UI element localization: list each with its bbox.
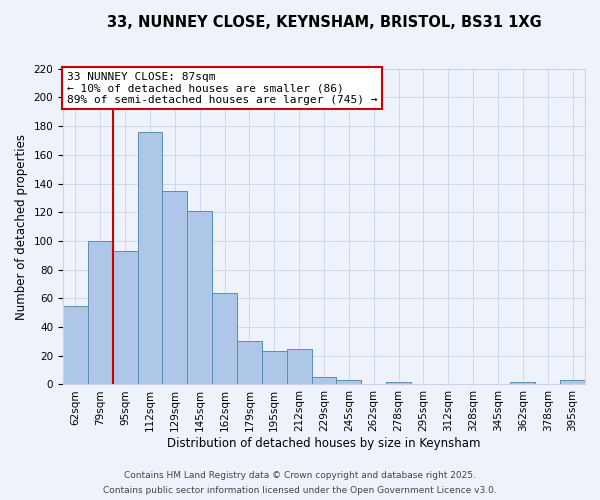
Bar [63, 306, 88, 384]
Text: Contains HM Land Registry data © Crown copyright and database right 2025.: Contains HM Land Registry data © Crown c… [124, 471, 476, 480]
Bar [113, 251, 137, 384]
Bar [137, 132, 163, 384]
Bar [212, 292, 237, 384]
Bar [262, 352, 287, 384]
Bar [237, 342, 262, 384]
Bar [337, 380, 361, 384]
X-axis label: Distribution of detached houses by size in Keynsham: Distribution of detached houses by size … [167, 437, 481, 450]
Text: 33 NUNNEY CLOSE: 87sqm
← 10% of detached houses are smaller (86)
89% of semi-det: 33 NUNNEY CLOSE: 87sqm ← 10% of detached… [67, 72, 377, 104]
Y-axis label: Number of detached properties: Number of detached properties [15, 134, 28, 320]
Bar [511, 382, 535, 384]
Bar [386, 382, 411, 384]
Bar [88, 241, 113, 384]
Text: Contains public sector information licensed under the Open Government Licence v3: Contains public sector information licen… [103, 486, 497, 495]
Bar [560, 380, 585, 384]
Bar [163, 190, 187, 384]
Bar [287, 348, 311, 384]
Bar [311, 378, 337, 384]
Title: 33, NUNNEY CLOSE, KEYNSHAM, BRISTOL, BS31 1XG: 33, NUNNEY CLOSE, KEYNSHAM, BRISTOL, BS3… [107, 15, 541, 30]
Bar [187, 211, 212, 384]
